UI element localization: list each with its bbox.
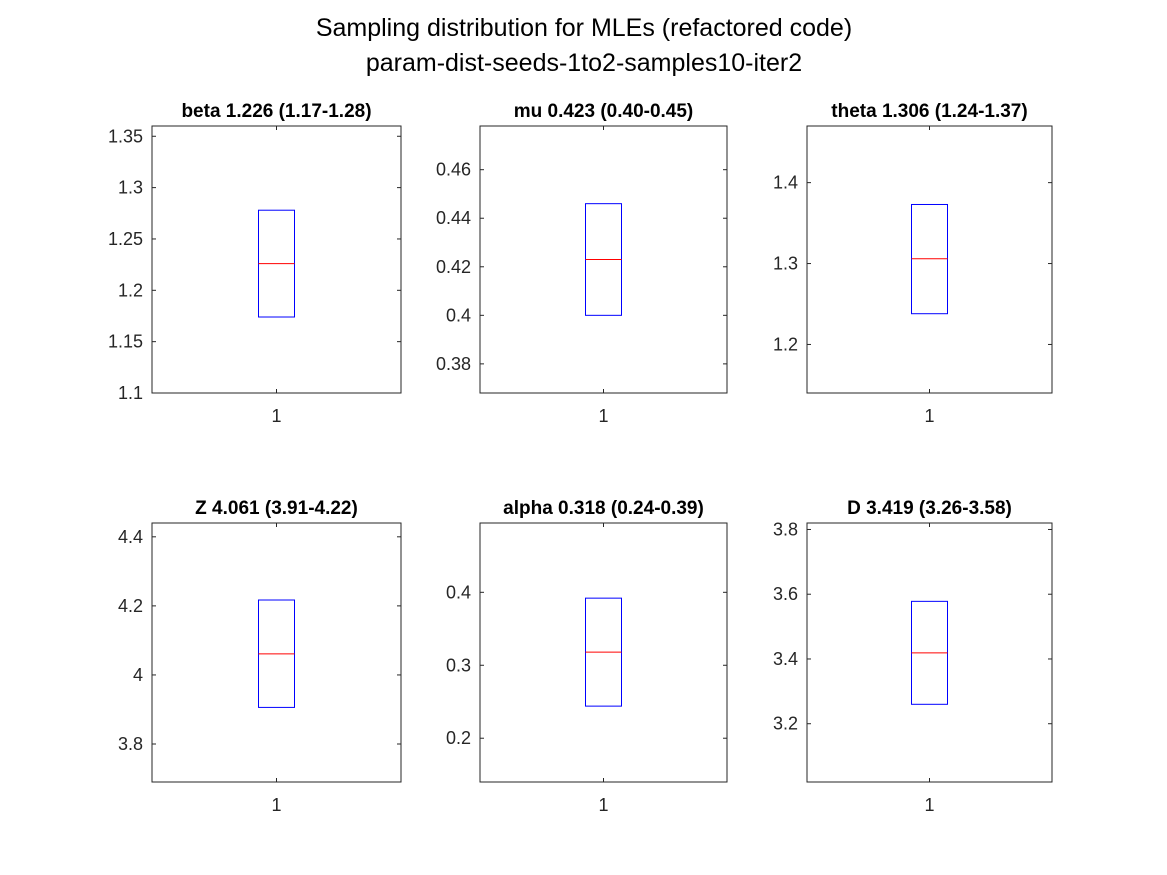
subplot-title: alpha 0.318 (0.24-0.39)	[503, 498, 704, 519]
y-tick-label: 4	[133, 665, 143, 685]
subplot-1: beta 1.226 (1.17-1.28) 1.1 1.15 1.2 1.25 1.3 1…	[108, 101, 402, 426]
subplot-6: D 3.419 (3.26-3.58) 3.2 3.4 3.6 3.8 1	[773, 498, 1053, 815]
y-tick-label: 3.8	[773, 519, 798, 539]
y-tick-label: 3.8	[118, 734, 143, 754]
y-tick-label: 1.2	[118, 280, 143, 300]
y-tick-label: 3.6	[773, 584, 798, 604]
y-tick-label: 0.42	[436, 257, 471, 277]
x-tick-label: 1	[924, 795, 934, 815]
y-tick-label: 3.4	[773, 649, 798, 669]
y-tick-label: 1.3	[773, 254, 798, 274]
subplot-3: theta 1.306 (1.24-1.37) 1.2 1.3 1.4 1	[773, 101, 1053, 426]
y-tick-label: 1.35	[108, 126, 143, 146]
y-tick-label: 0.3	[446, 655, 471, 675]
y-tick-label: 4.4	[118, 527, 143, 547]
y-tick-label: 1.1	[118, 383, 143, 403]
x-tick-label: 1	[924, 406, 934, 426]
y-tick-label: 0.4	[446, 305, 471, 325]
subplot-title: mu 0.423 (0.40-0.45)	[514, 101, 694, 122]
subplot-title: D 3.419 (3.26-3.58)	[847, 498, 1012, 519]
subplot-5: alpha 0.318 (0.24-0.39) 0.2 0.3 0.4 1	[446, 498, 728, 815]
y-tick-label: 0.44	[436, 208, 471, 228]
y-tick-label: 0.38	[436, 354, 471, 374]
y-tick-label: 1.15	[108, 332, 143, 352]
axes-frame	[806, 125, 1053, 394]
subplot-4: Z 4.061 (3.91-4.22) 3.8 4 4.2 4.4 1	[118, 498, 402, 815]
y-tick-label: 1.3	[118, 178, 143, 198]
x-tick-label: 1	[598, 406, 608, 426]
subplot-grid: beta 1.226 (1.17-1.28) 1.1 1.15 1.2 1.25 1.3 1…	[108, 101, 1053, 815]
axes-frame	[151, 125, 402, 394]
y-tick-label: 0.4	[446, 582, 471, 602]
subplot-title: Z 4.061 (3.91-4.22)	[195, 498, 358, 519]
y-tick-label: 1.4	[773, 173, 798, 193]
y-tick-label: 0.2	[446, 728, 471, 748]
y-tick-label: 3.2	[773, 714, 798, 734]
axes-frame	[151, 522, 402, 783]
subplot-title: theta 1.306 (1.24-1.37)	[831, 101, 1027, 122]
subplot-2: mu 0.423 (0.40-0.45) 0.38 0.4 0.42 0.44 0.46 1	[436, 101, 728, 426]
x-tick-label: 1	[271, 795, 281, 815]
figure-title-line2: param-dist-seeds-1to2-samples10-iter2	[366, 49, 802, 77]
x-tick-label: 1	[271, 406, 281, 426]
figure-title-line1: Sampling distribution for MLEs (refactor…	[316, 14, 852, 42]
subplot-title: beta 1.226 (1.17-1.28)	[181, 101, 371, 122]
y-tick-label: 4.2	[118, 596, 143, 616]
x-tick-label: 1	[598, 795, 608, 815]
y-tick-label: 1.2	[773, 334, 798, 354]
y-tick-label: 0.46	[436, 160, 471, 180]
y-tick-label: 1.25	[108, 229, 143, 249]
